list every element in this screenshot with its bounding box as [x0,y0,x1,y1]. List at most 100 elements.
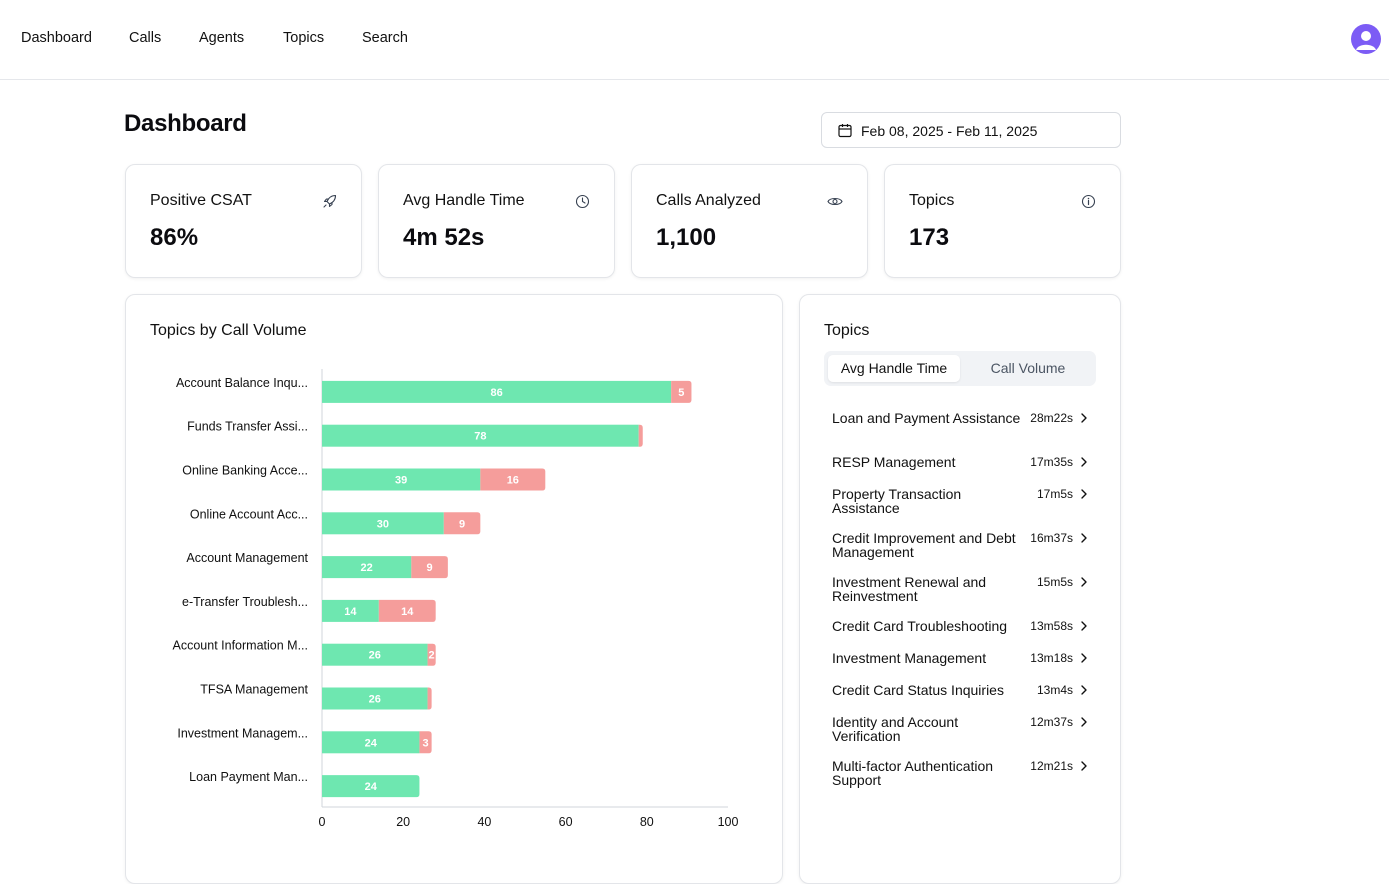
category-label: TFSA Management [200,683,308,697]
stat-value: 1,100 [656,224,717,251]
topic-name: Credit Improvement and Debt Management [832,530,1016,560]
topics-volume-card: Topics by Call Volume 0 20 40 60 80 100 Accoun… [125,294,783,884]
stat-card-topics: Topics 173 [884,164,1121,278]
category-label: Online Banking Acce... [182,464,308,478]
tab-call-volume[interactable]: Call Volume [990,360,1066,376]
topic-value: 15m5s [1036,575,1073,589]
bar-value-label: 24 [365,781,378,793]
chevron-right-icon [1081,577,1087,587]
x-tick-label: 100 [718,815,739,829]
topics-panel: Topics Avg Handle Time Call Volume Loan … [799,294,1121,884]
x-tick-label: 60 [559,815,573,829]
user-icon [1356,31,1376,50]
x-tick-label: 80 [640,815,654,829]
topic-name: Multi-factor Authentication Support [832,758,994,788]
nav-agents[interactable]: Agents [199,30,245,46]
topic-name: Investment Management [832,650,987,666]
bar-value-label: 86 [490,387,502,399]
stat-label: Calls Analyzed [656,192,761,209]
nav-dashboard[interactable]: Dashboard [21,30,92,46]
eye-icon [827,197,843,206]
bar-segment-positive [322,775,420,798]
stat-card-handle-time: Avg Handle Time 4m 52s [378,164,615,278]
topic-value: 12m21s [1030,759,1073,773]
category-label: Investment Managem... [177,726,308,740]
bar-segment-negative [411,556,448,579]
bar-value-label: 2 [429,650,435,662]
stat-label: Topics [909,192,955,209]
bar-segment-positive [322,556,412,579]
topic-name: Loan and Payment Assistance [832,410,1021,426]
chevron-right-icon [1081,457,1087,467]
topic-name: Credit Card Status Inquiries [832,682,1004,698]
chevron-right-icon [1081,621,1087,631]
category-label: Account Management [186,551,308,565]
chevron-right-icon [1081,413,1087,423]
topic-metric-toggle: Avg Handle Time Call Volume [824,351,1096,386]
topic-name: Credit Card Troubleshooting [832,618,1008,634]
topic-value: 17m5s [1036,487,1073,501]
volume-chart: 0 20 40 60 80 100 Account Balance Inqu... 86 5 Fu… [173,369,739,829]
page-title: Dashboard [124,110,247,137]
stat-card-calls-analyzed: Calls Analyzed 1,100 [631,164,868,278]
stat-value: 4m 52s [403,224,485,251]
topic-value: 13m58s [1030,619,1073,633]
category-label: Funds Transfer Assi... [187,420,308,434]
category-label: Loan Payment Man... [189,770,308,784]
bar-segment-positive [322,468,481,491]
clock-icon [575,194,590,209]
stat-value: 86% [150,224,199,251]
bar-segment-negative [443,512,481,535]
topic-value: 17m35s [1030,455,1073,469]
topic-name: Property Transaction Assistance [832,486,962,516]
tab-avg-handle-time[interactable]: Avg Handle Time [828,355,960,382]
bar-segment-positive [322,731,420,754]
stat-value: 173 [909,224,950,251]
chevron-right-icon [1081,761,1087,771]
bar-segment-negative [480,468,546,491]
category-label: e-Transfer Troublesh... [182,595,308,609]
topic-value: 13m4s [1036,683,1073,697]
chevron-right-icon [1081,533,1087,543]
chevron-right-icon [1081,653,1087,663]
date-range-picker[interactable]: Feb 08, 2025 - Feb 11, 2025 [821,112,1121,148]
category-label: Account Information M... [173,639,308,653]
bar-value-label: 14 [344,606,357,618]
topic-name: Investment Renewal and Reinvestment [832,574,987,604]
category-label: Online Account Acc... [190,507,308,521]
bar-value-label: 9 [459,518,465,530]
bar-segment-positive [322,512,444,535]
stat-label: Positive CSAT [150,192,252,209]
bar-segment-negative [638,424,643,447]
bar-segment-negative [427,687,432,710]
bar-value-label: 16 [507,475,519,487]
category-label: Account Balance Inqu... [176,376,308,390]
x-tick-label: 20 [396,815,410,829]
rocket-icon [323,194,337,208]
bar-value-label: 22 [361,562,373,574]
x-tick-label: 0 [319,815,326,829]
bar-segment-positive [322,643,428,666]
bar-value-label: 30 [377,518,389,530]
user-avatar[interactable] [1351,24,1381,54]
bar-segment-positive [322,380,672,403]
bar-segment-positive [322,424,639,447]
nav-calls[interactable]: Calls [129,30,162,46]
stat-label: Avg Handle Time [403,192,525,209]
bar-value-label: 39 [395,475,407,487]
topic-value: 13m18s [1030,651,1073,665]
topics-panel-title: Topics [824,322,870,339]
bar-segment-positive [322,599,379,622]
nav-search[interactable]: Search [362,30,408,46]
chevron-right-icon [1081,489,1087,499]
chevron-right-icon [1081,685,1087,695]
chevron-right-icon [1081,717,1087,727]
nav-topics[interactable]: Topics [283,30,325,46]
topic-value: 12m37s [1030,715,1073,729]
chart-title: Topics by Call Volume [150,322,307,339]
bar-segment-negative [427,643,436,666]
bar-value-label: 3 [422,737,428,749]
bar-segment-negative [419,731,432,754]
calendar-icon [838,124,852,138]
x-tick-label: 40 [477,815,491,829]
